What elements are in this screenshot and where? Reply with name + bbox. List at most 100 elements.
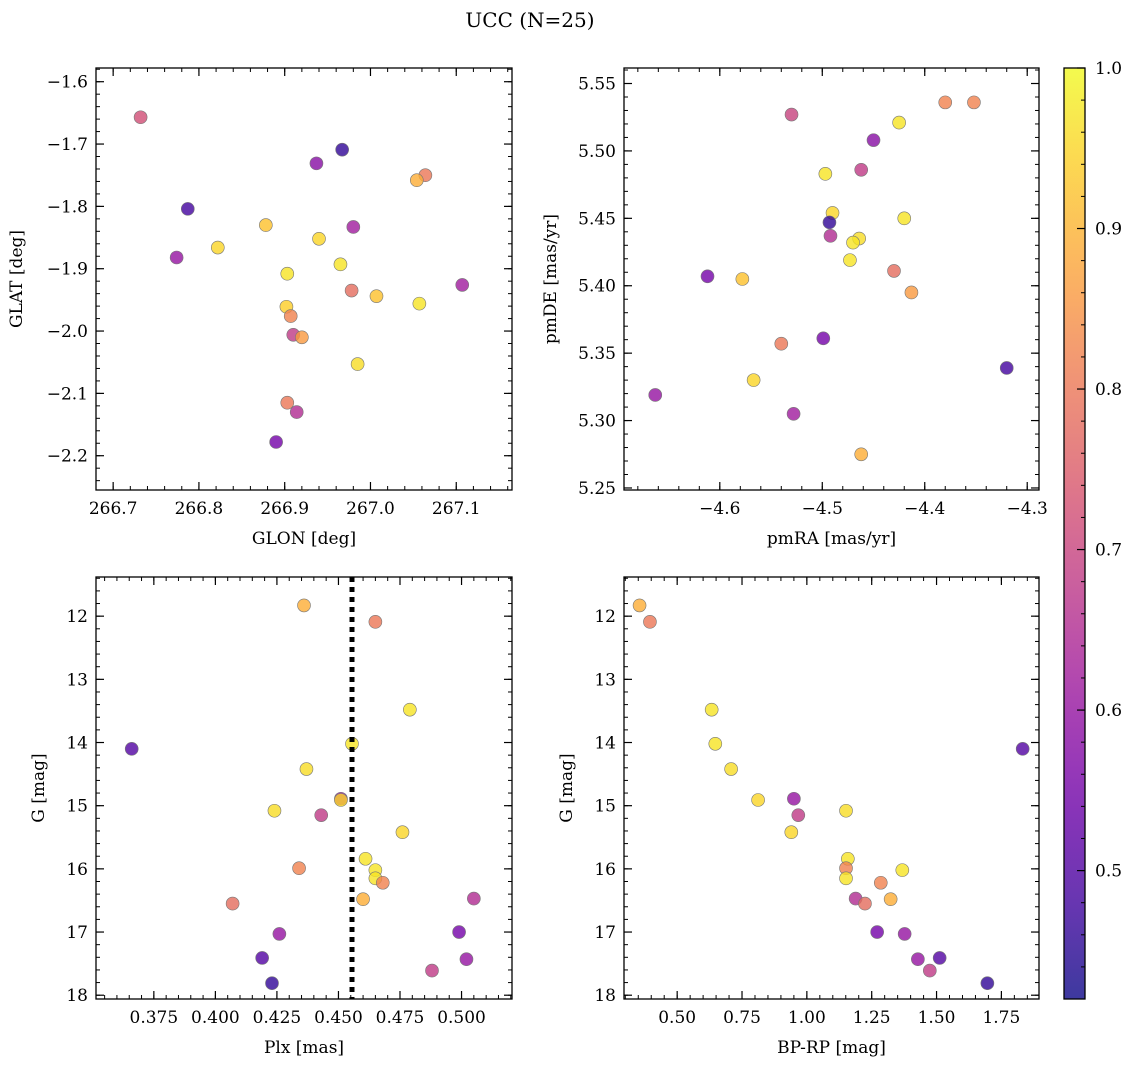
bprp-g-point bbox=[751, 793, 765, 807]
plx-g-point bbox=[225, 896, 240, 911]
glon-glat-point bbox=[210, 240, 225, 255]
plx-g-point bbox=[403, 702, 417, 717]
bprp-g-x-tick-label: 1.25 bbox=[853, 1008, 891, 1028]
glon-glat-point bbox=[312, 231, 326, 246]
glon-glat-y-axis-label: GLAT [deg] bbox=[7, 230, 27, 328]
pmra-pmde-point bbox=[816, 331, 831, 346]
plx-g-point bbox=[272, 927, 287, 941]
plx-g-x-tick-label: 0.375 bbox=[130, 1008, 179, 1028]
bprp-g-y-tick-label: 17 bbox=[594, 923, 616, 943]
glon-glat-point bbox=[133, 110, 148, 125]
panel-plx-g: 0.375 0.400 0.425 0.450 0.475 0.500 12 13 14 15 16… bbox=[29, 576, 513, 1058]
bprp-g-point bbox=[839, 803, 853, 818]
glon-glat-point bbox=[180, 202, 195, 216]
pmra-pmde-point bbox=[823, 229, 838, 243]
plx-g-x-axis-label: Plx [mas] bbox=[264, 1038, 344, 1058]
pmra-pmde-point bbox=[786, 407, 801, 421]
bprp-g-axes-frame bbox=[623, 576, 1040, 1000]
bprp-g-point bbox=[724, 762, 738, 776]
pmra-pmde-y-tick-label: 5.50 bbox=[578, 142, 616, 162]
pmra-pmde-y-tick-label: 5.45 bbox=[578, 209, 616, 229]
plx-g-point bbox=[255, 951, 269, 965]
bprp-g-point bbox=[787, 791, 801, 806]
plx-g-point bbox=[314, 808, 329, 822]
glon-glat-y-tick-label: −1.7 bbox=[47, 135, 88, 155]
glon-glat-x-tick-label: 266.9 bbox=[260, 499, 309, 519]
pmra-pmde-point bbox=[854, 162, 869, 177]
pmra-pmde-point bbox=[774, 336, 789, 351]
plx-g-point bbox=[267, 803, 282, 818]
bprp-g-point bbox=[870, 925, 884, 939]
pmra-pmde-axes-frame bbox=[623, 67, 1040, 491]
bprp-g-point bbox=[932, 951, 947, 965]
plx-g-y-axis-label: G [mag] bbox=[29, 753, 49, 822]
glon-glat-x-tick-label: 266.8 bbox=[175, 499, 224, 519]
bprp-g-y-tick-label: 12 bbox=[594, 607, 616, 627]
bprp-g-y-tick-label: 15 bbox=[594, 797, 616, 817]
figure-title: UCC (N=25) bbox=[465, 8, 595, 32]
plx-g-x-tick-label: 0.425 bbox=[253, 1008, 302, 1028]
plx-g-y-tick-label: 14 bbox=[66, 734, 88, 754]
bprp-g-y-axis-label: G [mag] bbox=[557, 753, 577, 822]
plx-g-x-tick-label: 0.500 bbox=[437, 1008, 486, 1028]
pmra-pmde-point bbox=[897, 211, 912, 226]
bprp-g-point bbox=[632, 598, 647, 613]
glon-glat-point bbox=[283, 309, 298, 323]
pmra-pmde-point bbox=[846, 235, 860, 250]
glon-glat-y-tick-label: −2.1 bbox=[47, 384, 88, 404]
colorbar-gradient bbox=[1063, 67, 1086, 1000]
pmra-pmde-y-tick-label: 5.25 bbox=[578, 479, 616, 499]
colorbar-tick-label: 0.7 bbox=[1095, 541, 1122, 561]
bprp-g-point bbox=[791, 808, 806, 822]
glon-glat-point bbox=[335, 142, 349, 157]
plx-g-point bbox=[265, 976, 279, 991]
colorbar: 0.5 0.6 0.7 0.8 0.9 1.0 bbox=[1063, 59, 1122, 1000]
glon-glat-point bbox=[455, 278, 470, 292]
bprp-g-point bbox=[883, 892, 898, 906]
plx-g-point bbox=[299, 762, 314, 776]
panel-bprp-g: 0.50 0.75 1.00 1.25 1.50 1.75 12 13 14 15 16 17 18 BP… bbox=[557, 576, 1040, 1058]
pmra-pmde-x-tick-label: −4.4 bbox=[904, 499, 945, 519]
bprp-g-point bbox=[704, 702, 719, 717]
glon-glat-point bbox=[409, 173, 424, 188]
glon-glat-point bbox=[280, 266, 295, 281]
bprp-g-point bbox=[643, 615, 657, 629]
pmra-pmde-x-tick-label: −4.3 bbox=[1007, 499, 1048, 519]
plx-g-y-tick-label: 15 bbox=[66, 797, 88, 817]
pmra-pmde-point bbox=[700, 269, 715, 284]
pmra-pmde-point bbox=[822, 215, 837, 230]
plx-g-y-tick-label: 16 bbox=[66, 860, 88, 880]
bprp-g-point bbox=[1015, 742, 1030, 756]
pmra-pmde-y-tick-label: 5.55 bbox=[578, 75, 616, 95]
plx-g-y-tick-label: 13 bbox=[66, 670, 88, 690]
glon-glat-point bbox=[169, 250, 184, 265]
bprp-g-point bbox=[911, 952, 925, 967]
glon-glat-point bbox=[309, 156, 324, 171]
pmra-pmde-point bbox=[892, 115, 906, 130]
bprp-g-point bbox=[895, 863, 910, 877]
glon-glat-point bbox=[289, 405, 304, 419]
bprp-g-y-tick-label: 16 bbox=[594, 860, 616, 880]
bprp-g-x-axis-label: BP-RP [mag] bbox=[777, 1038, 886, 1058]
pmra-pmde-x-axis-label: pmRA [mas/yr] bbox=[767, 529, 896, 549]
pmra-pmde-point bbox=[904, 285, 919, 300]
pmra-pmde-point bbox=[746, 373, 761, 387]
plx-g-point bbox=[334, 793, 348, 807]
plx-g-point bbox=[425, 963, 439, 978]
glon-glat-y-tick-label: −2.2 bbox=[47, 447, 88, 467]
plx-g-x-tick-label: 0.450 bbox=[314, 1008, 363, 1028]
pmra-pmde-y-tick-label: 5.40 bbox=[578, 277, 616, 297]
glon-glat-y-tick-label: −1.8 bbox=[47, 197, 88, 217]
colorbar-tick-label: 0.9 bbox=[1095, 220, 1122, 240]
bprp-g-x-tick-label: 0.50 bbox=[658, 1008, 696, 1028]
glon-glat-x-tick-label: 266.7 bbox=[89, 499, 138, 519]
glon-glat-y-tick-label: −1.6 bbox=[47, 73, 88, 93]
colorbar-tick-label: 1.0 bbox=[1095, 59, 1122, 79]
glon-glat-point bbox=[269, 435, 283, 449]
plx-g-y-tick-label: 17 bbox=[66, 923, 88, 943]
plx-g-axes-frame bbox=[95, 576, 513, 1000]
plx-g-point bbox=[124, 742, 139, 756]
bprp-g-point bbox=[923, 963, 937, 978]
colorbar-tick-label: 0.6 bbox=[1095, 701, 1122, 721]
plx-g-point bbox=[459, 952, 474, 967]
